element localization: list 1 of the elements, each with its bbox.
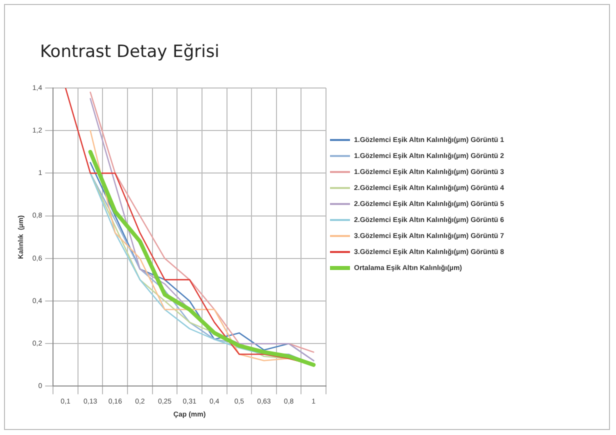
chart-title: Kontrast Detay Eğrisi bbox=[40, 42, 220, 62]
